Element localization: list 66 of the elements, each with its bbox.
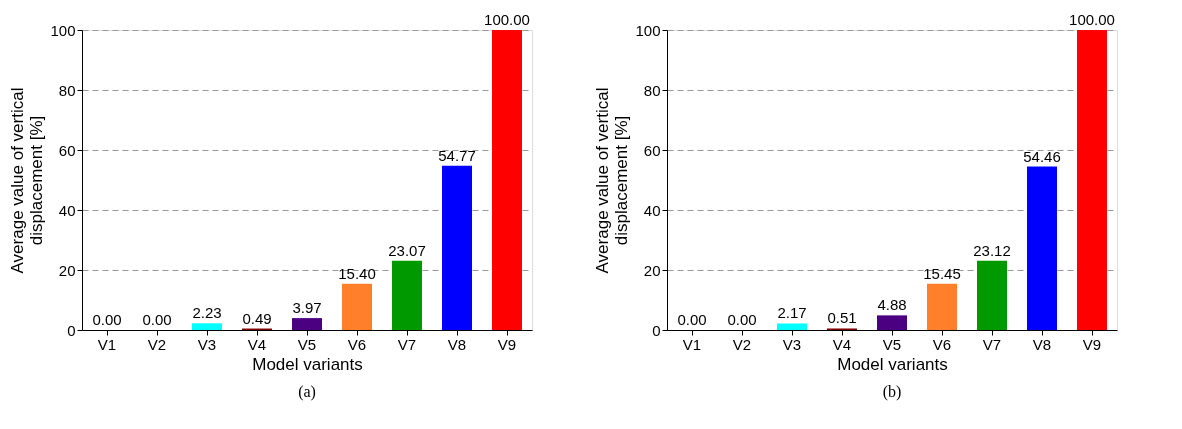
y-tick-label: 60 xyxy=(58,141,76,159)
x-tick-label: V7 xyxy=(982,335,1002,353)
y-tick-label: 0 xyxy=(652,321,661,339)
y-tick-label: 80 xyxy=(58,81,76,99)
data-label: 54.46 xyxy=(1023,147,1061,165)
data-label: 100.00 xyxy=(1069,11,1115,28)
x-tick-label: V4 xyxy=(247,335,267,353)
data-label: 2.17 xyxy=(777,304,807,322)
bar xyxy=(927,283,957,330)
data-label: 0.00 xyxy=(727,311,757,328)
x-tick-label: V2 xyxy=(732,335,752,353)
y-tick-label: 20 xyxy=(58,261,76,279)
data-label: 4.88 xyxy=(877,296,907,314)
data-label: 15.45 xyxy=(923,264,961,282)
bar xyxy=(342,283,372,330)
x-tick-label: V5 xyxy=(297,335,317,353)
x-tick-label: V1 xyxy=(682,335,702,353)
y-axis-title: Average value of vertical displacement [%] xyxy=(8,87,47,274)
x-tick-label: V5 xyxy=(882,335,902,353)
data-label: 0.00 xyxy=(92,311,122,328)
data-label: 2.23 xyxy=(192,304,222,322)
y-tick-label: 80 xyxy=(643,81,661,99)
y-tick-label: 40 xyxy=(58,201,76,219)
x-tick-label: V7 xyxy=(397,335,417,353)
bar xyxy=(392,260,422,330)
data-label: 0.00 xyxy=(142,311,172,328)
data-label: 23.07 xyxy=(388,241,426,259)
bar xyxy=(877,315,907,330)
bar xyxy=(492,30,522,330)
data-label: 0.00 xyxy=(677,311,707,328)
bar xyxy=(977,260,1007,330)
y-axis-title: Average value of vertical displacement [%] xyxy=(593,87,632,274)
y-tick-label: 100 xyxy=(635,21,661,39)
x-tick-label: V9 xyxy=(1082,335,1102,353)
y-tick-label: 0 xyxy=(67,321,76,339)
x-tick-label: V6 xyxy=(347,335,367,353)
x-tick-label: V4 xyxy=(832,335,852,353)
x-tick-label: V8 xyxy=(1032,335,1052,353)
data-label: 0.51 xyxy=(827,309,857,327)
x-tick-label: V6 xyxy=(932,335,952,353)
bar xyxy=(1077,30,1107,330)
x-tick-label: V8 xyxy=(447,335,467,353)
data-label: 3.97 xyxy=(292,299,322,317)
data-label: 15.40 xyxy=(338,264,376,282)
text: (b) xyxy=(882,383,902,401)
data-label: 23.12 xyxy=(973,241,1011,259)
bar xyxy=(192,323,222,330)
x-tick-label: V9 xyxy=(497,335,517,353)
x-tick-label: V3 xyxy=(197,335,217,353)
x-tick-label: V2 xyxy=(147,335,167,353)
x-axis-title: Model variants xyxy=(837,354,948,374)
y-tick-label: 20 xyxy=(643,261,661,279)
y-tick-label: 40 xyxy=(643,201,661,219)
x-tick-label: V3 xyxy=(782,335,802,353)
data-label: 0.49 xyxy=(242,309,272,327)
y-tick-label: 100 xyxy=(50,21,76,39)
bar xyxy=(442,165,472,330)
y-tick-label: 60 xyxy=(643,141,661,159)
text: (a) xyxy=(298,383,316,401)
data-label: 54.77 xyxy=(438,146,476,164)
bar xyxy=(1027,166,1057,330)
bar xyxy=(292,318,322,330)
x-tick-label: V1 xyxy=(97,335,117,353)
x-axis-title: Model variants xyxy=(252,354,363,374)
data-label: 100.00 xyxy=(484,11,530,28)
bar xyxy=(777,323,807,330)
